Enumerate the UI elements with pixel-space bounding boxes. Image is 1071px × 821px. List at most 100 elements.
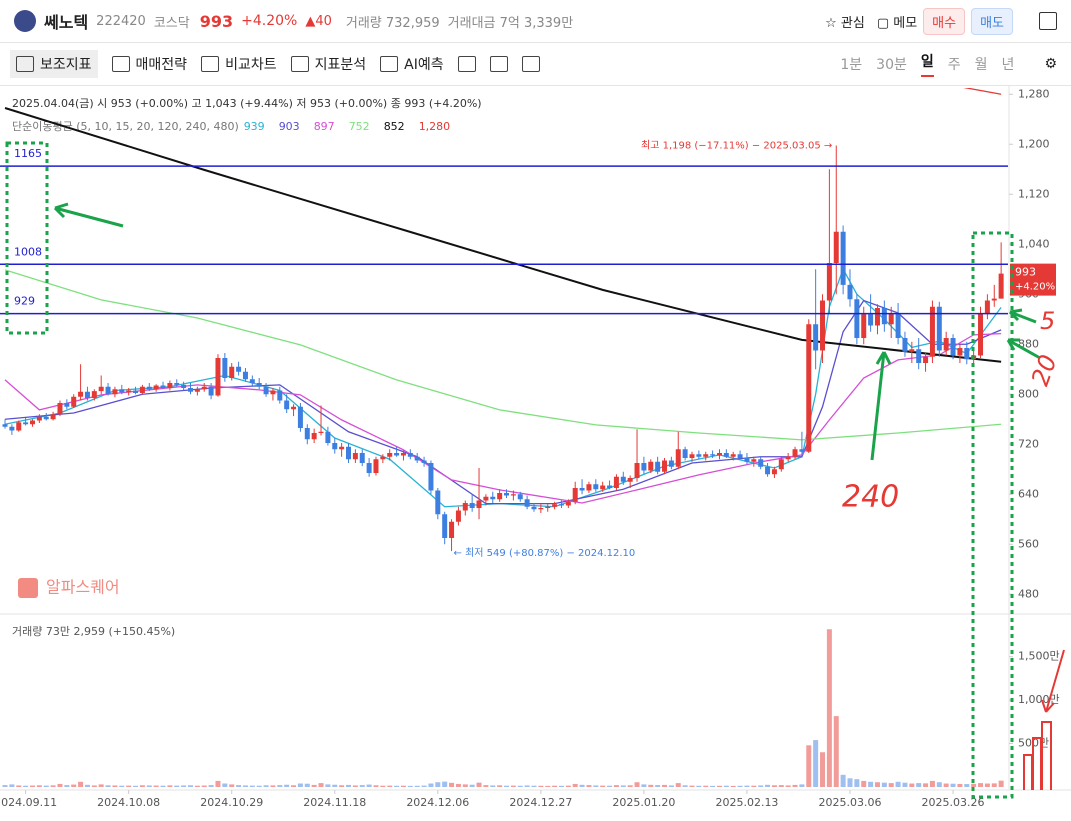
arrow — [1041, 649, 1065, 713]
tool[interactable]: AI예측 — [380, 54, 444, 74]
volume-bar — [215, 780, 221, 787]
candle-body — [840, 231, 846, 285]
candle-body — [208, 386, 214, 396]
candle-body — [627, 478, 633, 482]
volume-bar — [874, 782, 880, 787]
candle-body — [531, 506, 537, 510]
tool[interactable]: 보조지표 — [10, 50, 98, 78]
candle-body — [194, 389, 200, 392]
tool[interactable] — [489, 56, 508, 72]
candle-body — [799, 449, 805, 452]
candle-body — [929, 306, 935, 357]
period[interactable]: 월 — [974, 57, 988, 73]
tool[interactable]: 비교차트 — [201, 54, 277, 74]
candle-body — [744, 458, 750, 462]
volume-bar — [771, 785, 777, 787]
x-tick-label: 2025.02.13 — [715, 796, 778, 809]
volume-bar — [105, 785, 111, 787]
candle-body — [593, 484, 599, 490]
volume-bar — [208, 785, 214, 787]
period[interactable]: 30분 — [876, 57, 907, 73]
volume-label: 거래량 73만 2,959 (+150.45%) — [12, 625, 175, 638]
period[interactable]: 1분 — [840, 57, 863, 73]
volume-bar — [531, 785, 537, 787]
label: 비교차트 — [225, 57, 277, 73]
period[interactable]: 년 — [1001, 57, 1015, 73]
volume-bar — [607, 785, 613, 787]
candle-body — [648, 461, 654, 471]
volume-bar — [641, 784, 647, 787]
volume-bar — [187, 785, 193, 787]
candle-body — [332, 443, 338, 450]
candle-body — [236, 366, 242, 372]
volume-bar — [332, 784, 338, 787]
volume-bar — [820, 752, 826, 787]
candle-body — [449, 521, 455, 538]
candle-body — [387, 453, 393, 457]
volume-bar — [613, 785, 619, 787]
y-tick-label: 1,040 — [1018, 237, 1050, 250]
ma-line — [4, 107, 1002, 363]
y-tick-label: 800 — [1018, 387, 1039, 400]
settings[interactable]: ⚙ — [1044, 56, 1057, 72]
volume-bar — [964, 784, 970, 787]
candle-body — [222, 358, 228, 378]
volume-bar — [400, 785, 406, 787]
ma-legend-value: 752 — [349, 120, 370, 133]
x-tick-label: 2025.01.20 — [612, 796, 675, 809]
candle-body — [215, 358, 221, 396]
candle-body — [380, 456, 386, 460]
candle-body — [668, 460, 674, 467]
period[interactable]: 일 — [920, 51, 934, 77]
dashed-box — [971, 231, 1014, 799]
candle-body — [517, 494, 523, 500]
change: +4.20% — [241, 13, 298, 29]
candle-body — [710, 454, 716, 456]
volume-bar — [923, 783, 929, 787]
candle-body — [270, 390, 276, 395]
candle-body — [373, 459, 379, 473]
volume-bar — [256, 785, 262, 787]
volume-bar — [572, 783, 578, 787]
tool[interactable]: 지표분석 — [290, 54, 366, 74]
x-tick-label: 2024.10.08 — [97, 796, 160, 809]
candle-body — [394, 453, 400, 456]
volume-bar — [160, 785, 166, 787]
candle-body — [455, 510, 461, 522]
candle-body — [36, 416, 42, 421]
sell-button[interactable]: 매도 — [971, 7, 1013, 35]
y-tick-label: 560 — [1018, 537, 1039, 550]
candle-body — [806, 324, 812, 452]
candle-body — [146, 386, 152, 390]
volume-bar — [229, 784, 235, 787]
candle-body — [902, 338, 908, 352]
candle-body — [311, 433, 317, 440]
volume-bar — [552, 785, 558, 787]
volume-bar — [394, 785, 400, 787]
candle-body — [916, 349, 922, 363]
volume-bar — [854, 779, 860, 787]
volume-bar — [703, 785, 709, 787]
tool[interactable]: 매매전략 — [111, 54, 187, 74]
candle-body — [868, 314, 874, 326]
panel-toggle[interactable] — [1039, 12, 1057, 30]
volume-bar — [744, 785, 750, 787]
header: 쎄노텍 222420 코스닥 993 +4.20% ▲40 거래량 732,95… — [0, 0, 1071, 42]
button[interactable]: ☆ 관심 — [825, 15, 865, 31]
tool[interactable] — [521, 56, 540, 72]
volume-bar — [826, 629, 832, 787]
volume-bar — [469, 784, 475, 787]
button[interactable]: ▢ 메모 — [876, 15, 918, 31]
buy-button[interactable]: 매수 — [923, 7, 966, 35]
candle-body — [229, 366, 235, 378]
arrow — [53, 202, 124, 228]
period[interactable]: 주 — [947, 57, 961, 73]
price-tag-change: +4.20% — [1015, 282, 1055, 293]
volume-bar — [291, 785, 297, 787]
candle-body — [187, 388, 193, 392]
tool[interactable] — [457, 56, 476, 72]
volume-bar — [957, 783, 963, 787]
candle-body — [16, 422, 22, 431]
candle-body — [826, 263, 832, 301]
